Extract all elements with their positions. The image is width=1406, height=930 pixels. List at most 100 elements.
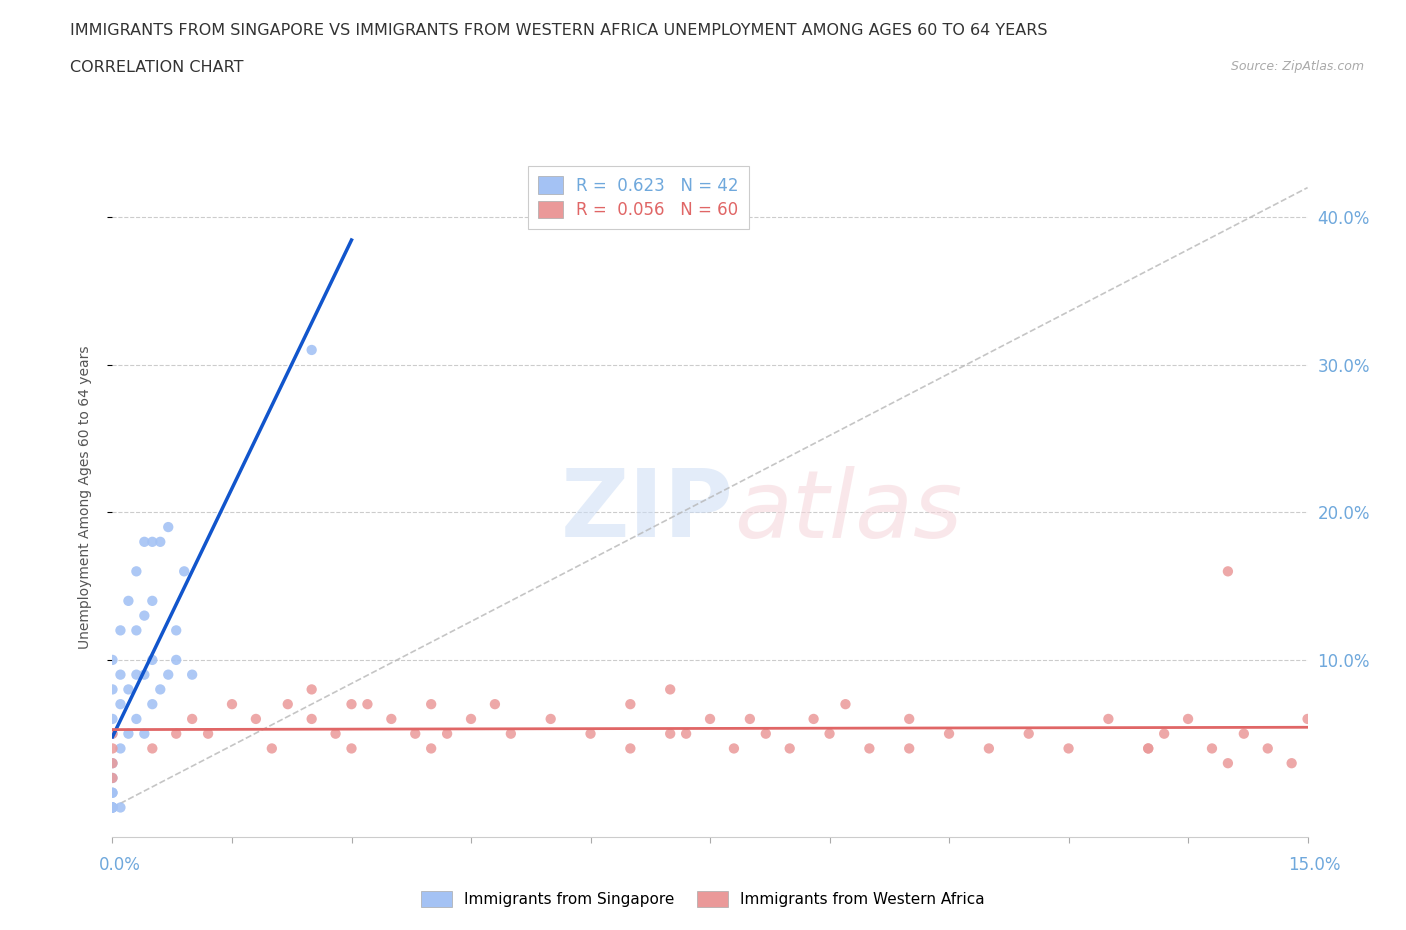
Immigrants from Western Africa	[340, 697, 363, 711]
Immigrants from Western Africa	[1201, 741, 1223, 756]
Immigrants from Western Africa	[834, 697, 856, 711]
Immigrants from Western Africa	[1057, 741, 1080, 756]
Immigrants from Western Africa	[325, 726, 347, 741]
Text: IMMIGRANTS FROM SINGAPORE VS IMMIGRANTS FROM WESTERN AFRICA UNEMPLOYMENT AMONG A: IMMIGRANTS FROM SINGAPORE VS IMMIGRANTS …	[70, 23, 1047, 38]
Immigrants from Singapore	[101, 771, 124, 786]
Immigrants from Singapore	[149, 682, 172, 697]
Immigrants from Singapore	[101, 800, 124, 815]
Immigrants from Western Africa	[141, 741, 163, 756]
Immigrants from Singapore	[125, 711, 148, 726]
Immigrants from Singapore	[157, 667, 180, 682]
Immigrants from Singapore	[181, 667, 204, 682]
Immigrants from Western Africa	[779, 741, 801, 756]
Text: 15.0%: 15.0%	[1288, 856, 1341, 873]
Immigrants from Singapore	[173, 564, 195, 578]
Immigrants from Western Africa	[619, 741, 641, 756]
Text: atlas: atlas	[734, 466, 962, 557]
Immigrants from Western Africa	[1018, 726, 1040, 741]
Immigrants from Singapore	[141, 697, 163, 711]
Immigrants from Singapore	[117, 682, 139, 697]
Immigrants from Western Africa	[301, 711, 323, 726]
Immigrants from Western Africa	[499, 726, 522, 741]
Immigrants from Western Africa	[245, 711, 267, 726]
Immigrants from Western Africa	[404, 726, 426, 741]
Immigrants from Western Africa	[460, 711, 482, 726]
Immigrants from Western Africa	[197, 726, 219, 741]
Immigrants from Singapore	[134, 667, 156, 682]
Immigrants from Singapore	[301, 342, 323, 357]
Text: Source: ZipAtlas.com: Source: ZipAtlas.com	[1230, 60, 1364, 73]
Text: 0.0%: 0.0%	[98, 856, 141, 873]
Immigrants from Western Africa	[436, 726, 458, 741]
Immigrants from Western Africa	[699, 711, 721, 726]
Immigrants from Singapore	[101, 682, 124, 697]
Legend: R =  0.623   N = 42, R =  0.056   N = 60: R = 0.623 N = 42, R = 0.056 N = 60	[527, 166, 749, 230]
Text: ZIP: ZIP	[561, 465, 734, 557]
Immigrants from Western Africa	[723, 741, 745, 756]
Immigrants from Singapore	[110, 697, 132, 711]
Immigrants from Western Africa	[659, 682, 682, 697]
Immigrants from Singapore	[125, 623, 148, 638]
Immigrants from Western Africa	[1216, 564, 1239, 578]
Immigrants from Singapore	[101, 756, 124, 771]
Immigrants from Western Africa	[380, 711, 402, 726]
Immigrants from Singapore	[101, 800, 124, 815]
Immigrants from Western Africa	[181, 711, 204, 726]
Immigrants from Singapore	[101, 711, 124, 726]
Immigrants from Western Africa	[818, 726, 841, 741]
Immigrants from Western Africa	[1097, 711, 1119, 726]
Immigrants from Western Africa	[1177, 711, 1199, 726]
Immigrants from Western Africa	[1281, 756, 1303, 771]
Immigrants from Western Africa	[101, 756, 124, 771]
Immigrants from Western Africa	[1216, 756, 1239, 771]
Immigrants from Western Africa	[301, 682, 323, 697]
Immigrants from Western Africa	[675, 726, 697, 741]
Immigrants from Western Africa	[484, 697, 506, 711]
Immigrants from Singapore	[117, 593, 139, 608]
Immigrants from Western Africa	[540, 711, 562, 726]
Immigrants from Singapore	[117, 726, 139, 741]
Immigrants from Singapore	[125, 564, 148, 578]
Immigrants from Singapore	[101, 800, 124, 815]
Immigrants from Singapore	[149, 535, 172, 550]
Immigrants from Singapore	[110, 623, 132, 638]
Immigrants from Western Africa	[356, 697, 378, 711]
Immigrants from Singapore	[101, 785, 124, 800]
Immigrants from Western Africa	[1137, 741, 1160, 756]
Immigrants from Singapore	[165, 653, 187, 668]
Immigrants from Singapore	[101, 800, 124, 815]
Immigrants from Singapore	[134, 535, 156, 550]
Immigrants from Singapore	[101, 653, 124, 668]
Immigrants from Western Africa	[938, 726, 960, 741]
Immigrants from Western Africa	[101, 741, 124, 756]
Immigrants from Western Africa	[755, 726, 778, 741]
Immigrants from Western Africa	[738, 711, 761, 726]
Immigrants from Singapore	[110, 800, 132, 815]
Immigrants from Western Africa	[101, 726, 124, 741]
Immigrants from Western Africa	[858, 741, 880, 756]
Immigrants from Western Africa	[420, 697, 443, 711]
Immigrants from Western Africa	[1153, 726, 1175, 741]
Immigrants from Singapore	[101, 800, 124, 815]
Immigrants from Western Africa	[101, 771, 124, 786]
Immigrants from Western Africa	[1233, 726, 1256, 741]
Immigrants from Singapore	[110, 667, 132, 682]
Y-axis label: Unemployment Among Ages 60 to 64 years: Unemployment Among Ages 60 to 64 years	[77, 346, 91, 649]
Immigrants from Singapore	[101, 785, 124, 800]
Immigrants from Singapore	[141, 535, 163, 550]
Immigrants from Western Africa	[1137, 741, 1160, 756]
Immigrants from Western Africa	[340, 741, 363, 756]
Immigrants from Western Africa	[803, 711, 825, 726]
Immigrants from Western Africa	[579, 726, 602, 741]
Immigrants from Singapore	[141, 593, 163, 608]
Immigrants from Western Africa	[420, 741, 443, 756]
Immigrants from Western Africa	[260, 741, 283, 756]
Immigrants from Western Africa	[1296, 711, 1319, 726]
Immigrants from Singapore	[134, 608, 156, 623]
Immigrants from Western Africa	[898, 741, 921, 756]
Immigrants from Western Africa	[977, 741, 1000, 756]
Immigrants from Singapore	[134, 726, 156, 741]
Immigrants from Western Africa	[221, 697, 243, 711]
Immigrants from Singapore	[110, 741, 132, 756]
Immigrants from Singapore	[165, 623, 187, 638]
